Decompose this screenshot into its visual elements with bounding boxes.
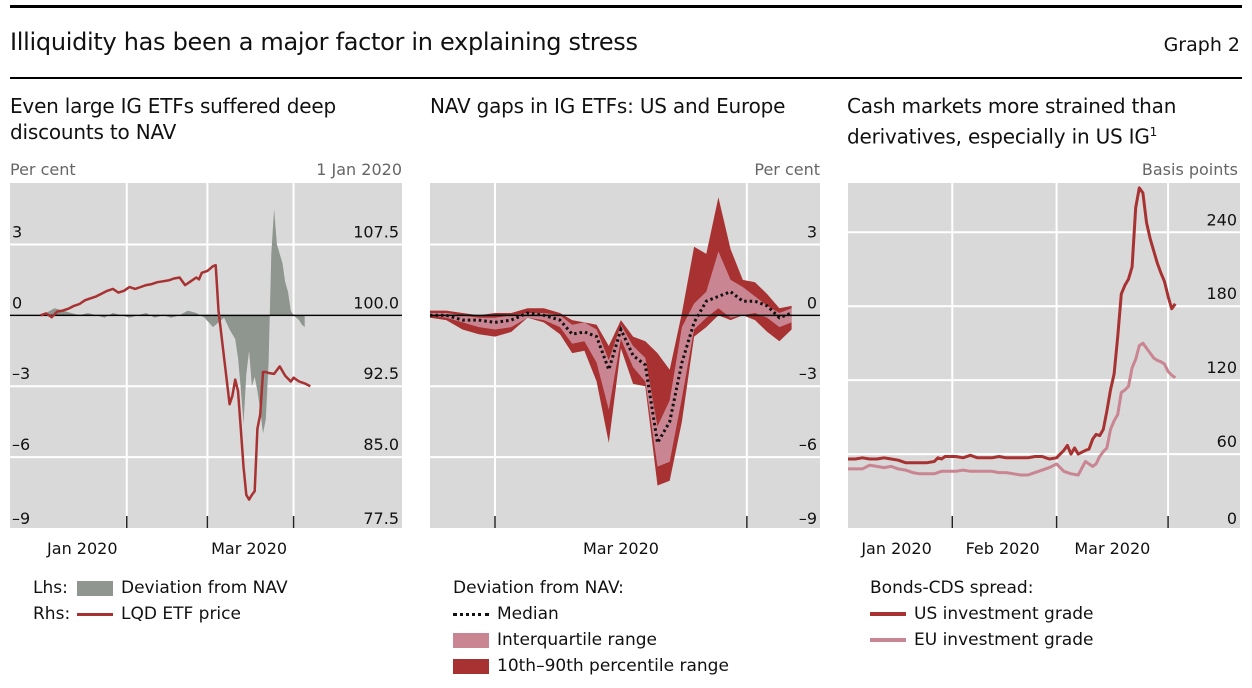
legend-title: Bonds-CDS spread:	[870, 578, 1034, 598]
eu-investment-grade-line	[848, 341, 1177, 477]
left-legend: Lhs: Deviation from NAV Rhs: LQD ETF pri…	[33, 575, 288, 627]
left-x-tick-label: Mar 2020	[211, 539, 287, 558]
right-x-tick-label: Feb 2020	[966, 539, 1040, 558]
left-lhs-tick-label: 0	[12, 293, 22, 312]
left-rhs-tick-label: 92.5	[363, 364, 399, 383]
middle-legend: Deviation from NAV: Median Interquartile…	[453, 575, 729, 679]
right-plot-area	[848, 183, 1240, 528]
left-lhs-tick-label: –6	[12, 435, 30, 454]
right-panel-title: Cash markets more strained than derivati…	[847, 93, 1227, 150]
left-rhs-tick-label: 77.5	[363, 509, 399, 528]
legend-item-us: US investment grade	[870, 601, 1094, 627]
legend-line-red	[77, 612, 113, 616]
right-rhs-tick-label: 120	[1206, 358, 1237, 377]
legend-prefix-rhs: Rhs:	[33, 604, 71, 624]
left-panel: Jan 2020 Mar 2020 3 0 –3 –6 –9 107.5 100.0 92.5 85…	[10, 183, 402, 558]
us-investment-grade-line	[848, 186, 1177, 465]
right-rhs-tick-label: 0	[1227, 509, 1237, 528]
left-rhs-tick-label: 107.5	[353, 222, 399, 241]
right-x-tick-label: Jan 2020	[860, 539, 931, 558]
middle-rhs-tick-label: –9	[799, 509, 817, 528]
p10-p90-band	[430, 197, 792, 486]
lqd-etf-price-line	[40, 263, 311, 501]
right-unit: Basis points	[1141, 160, 1238, 179]
legend-prefix-lhs: Lhs:	[33, 578, 68, 598]
median-line	[430, 289, 793, 448]
legend-dotted-line	[453, 612, 489, 616]
legend-line-us	[870, 612, 906, 616]
right-rhs-tick-label: 60	[1217, 432, 1237, 451]
legend-label: Deviation from NAV	[121, 578, 288, 598]
top-rule	[10, 5, 1242, 8]
left-lhs-tick-label: –9	[12, 509, 30, 528]
legend-swatch-grey	[77, 580, 113, 596]
legend-label: EU investment grade	[914, 630, 1094, 650]
legend-item-lqd: Rhs: LQD ETF price	[33, 601, 288, 627]
interquartile-band	[430, 251, 792, 467]
legend-item-median: Median	[453, 601, 729, 627]
left-lhs-tick-label: 3	[12, 222, 22, 241]
left-plot-area	[10, 183, 402, 528]
legend-label: Interquartile range	[497, 630, 657, 650]
deviation-from-nav-area	[46, 209, 305, 434]
legend-item-eu: EU investment grade	[870, 627, 1094, 653]
middle-rhs-tick-label: –6	[799, 435, 817, 454]
middle-x-tick-label: Mar 2020	[583, 539, 659, 558]
page-title: Illiquidity has been a major factor in e…	[10, 28, 638, 56]
left-lhs-unit: Per cent	[10, 160, 76, 179]
right-rhs-tick-label: 240	[1206, 210, 1237, 229]
right-rhs-tick-label: 180	[1206, 284, 1237, 303]
right-panel-title-text: Cash markets more strained than derivati…	[847, 94, 1177, 149]
legend-title: Deviation from NAV:	[453, 578, 624, 598]
right-x-tick-label: Mar 2020	[1074, 539, 1150, 558]
legend-label: 10th–90th percentile range	[497, 656, 729, 676]
right-legend: Bonds-CDS spread: US investment grade EU…	[870, 575, 1094, 653]
title-rule	[10, 77, 1242, 79]
left-x-tick-label: Jan 2020	[46, 539, 117, 558]
middle-rhs-tick-label: 3	[807, 222, 817, 241]
footnote-marker: 1	[1149, 125, 1158, 139]
legend-swatch-red	[453, 658, 489, 674]
legend-label: US investment grade	[914, 604, 1094, 624]
legend-swatch-pink	[453, 632, 489, 648]
legend-item-deviation: Lhs: Deviation from NAV	[33, 575, 288, 601]
legend-label: LQD ETF price	[121, 604, 241, 624]
legend-line-eu	[870, 638, 906, 642]
graph-number: Graph 2	[1163, 34, 1240, 56]
left-rhs-unit: 1 Jan 2020	[316, 160, 402, 179]
right-panel: Jan 2020 Feb 2020 Mar 2020 240 180 120 60 0	[848, 183, 1240, 558]
left-rhs-tick-label: 85.0	[363, 435, 399, 454]
middle-rhs-tick-label: 0	[807, 293, 817, 312]
left-rhs-tick-label: 100.0	[353, 293, 399, 312]
middle-rhs-tick-label: –3	[799, 364, 817, 383]
legend-label: Median	[497, 604, 559, 624]
middle-panel-title: NAV gaps in IG ETFs: US and Europe	[430, 94, 786, 118]
left-lhs-tick-label: –3	[12, 364, 30, 383]
middle-unit: Per cent	[754, 160, 820, 179]
legend-item-p10-90: 10th–90th percentile range	[453, 653, 729, 679]
left-panel-title: Even large IG ETFs suffered deep discoun…	[10, 94, 336, 144]
legend-item-iqr: Interquartile range	[453, 627, 729, 653]
middle-panel: Mar 2020 3 0 –3 –6 –9	[430, 183, 820, 558]
